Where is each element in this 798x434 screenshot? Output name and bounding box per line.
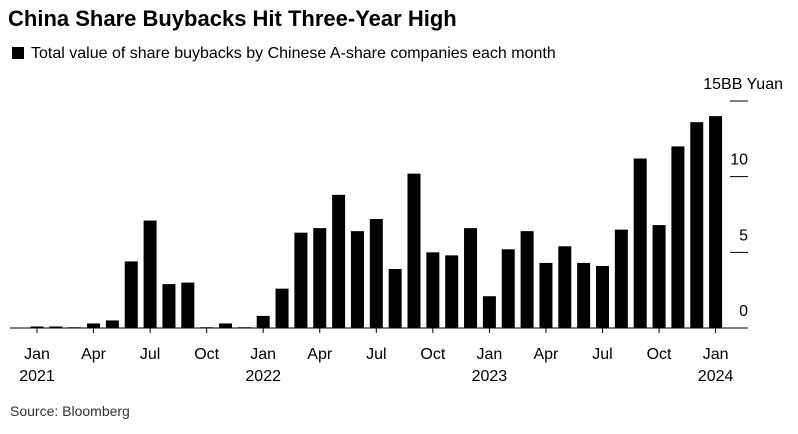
bar [596, 265, 609, 328]
bar [275, 288, 289, 328]
bar [539, 262, 553, 328]
x-tick-label: Oct [420, 346, 446, 363]
bar [369, 219, 383, 328]
y-tick-label: 5 [739, 227, 748, 244]
bar [445, 255, 459, 328]
x-tick-label: Jul [592, 346, 613, 363]
bar [256, 315, 270, 328]
bar [313, 228, 327, 328]
bar [709, 116, 723, 328]
x-tick-label: Oct [194, 346, 220, 363]
x-tick-label: Apr [81, 346, 106, 363]
bar [671, 146, 685, 328]
x-tick-label: Jul [139, 346, 161, 363]
legend-swatch [12, 47, 24, 59]
bar [332, 194, 346, 328]
bar [181, 282, 195, 328]
source: Source: Bloomberg [10, 403, 130, 419]
bar [200, 327, 214, 328]
bar [105, 320, 119, 328]
bar [162, 284, 176, 328]
chart-subtitle: Total value of share buybacks by Chinese… [31, 45, 556, 62]
bar [87, 323, 101, 328]
bar [520, 231, 534, 328]
bar [143, 220, 157, 328]
bar [407, 173, 421, 328]
bar [690, 122, 704, 328]
bar [124, 261, 138, 328]
bar [388, 268, 402, 328]
x-tick-label: Oct [646, 346, 672, 363]
x-tick-label: Jan 2021 [19, 346, 55, 385]
bar [68, 327, 82, 328]
bar [482, 296, 496, 328]
bar [30, 326, 44, 328]
chart-title: China Share Buybacks Hit Three-Year High [8, 6, 457, 31]
bar [49, 326, 63, 328]
y-tick-label: 15BB Yuan [703, 76, 783, 93]
bar [633, 158, 647, 328]
bar [501, 249, 515, 328]
bar [558, 246, 572, 328]
bar [237, 327, 251, 328]
bar [219, 323, 232, 328]
bar [652, 225, 666, 328]
y-tick-label: 0 [739, 303, 748, 320]
bar [294, 232, 308, 328]
bar [464, 228, 478, 328]
bar [577, 262, 591, 328]
bar [614, 229, 628, 328]
y-tick-label: 10 [730, 152, 748, 169]
x-tick-label: Jul [366, 346, 387, 363]
x-tick-label: Jan 2024 [697, 346, 734, 385]
bar [350, 231, 364, 328]
x-tick-label: Jan 2023 [471, 346, 508, 385]
x-tick-label: Jan 2022 [245, 346, 281, 385]
x-tick-label: Apr [533, 346, 559, 363]
bar [426, 252, 440, 328]
x-tick-label: Apr [307, 346, 333, 363]
